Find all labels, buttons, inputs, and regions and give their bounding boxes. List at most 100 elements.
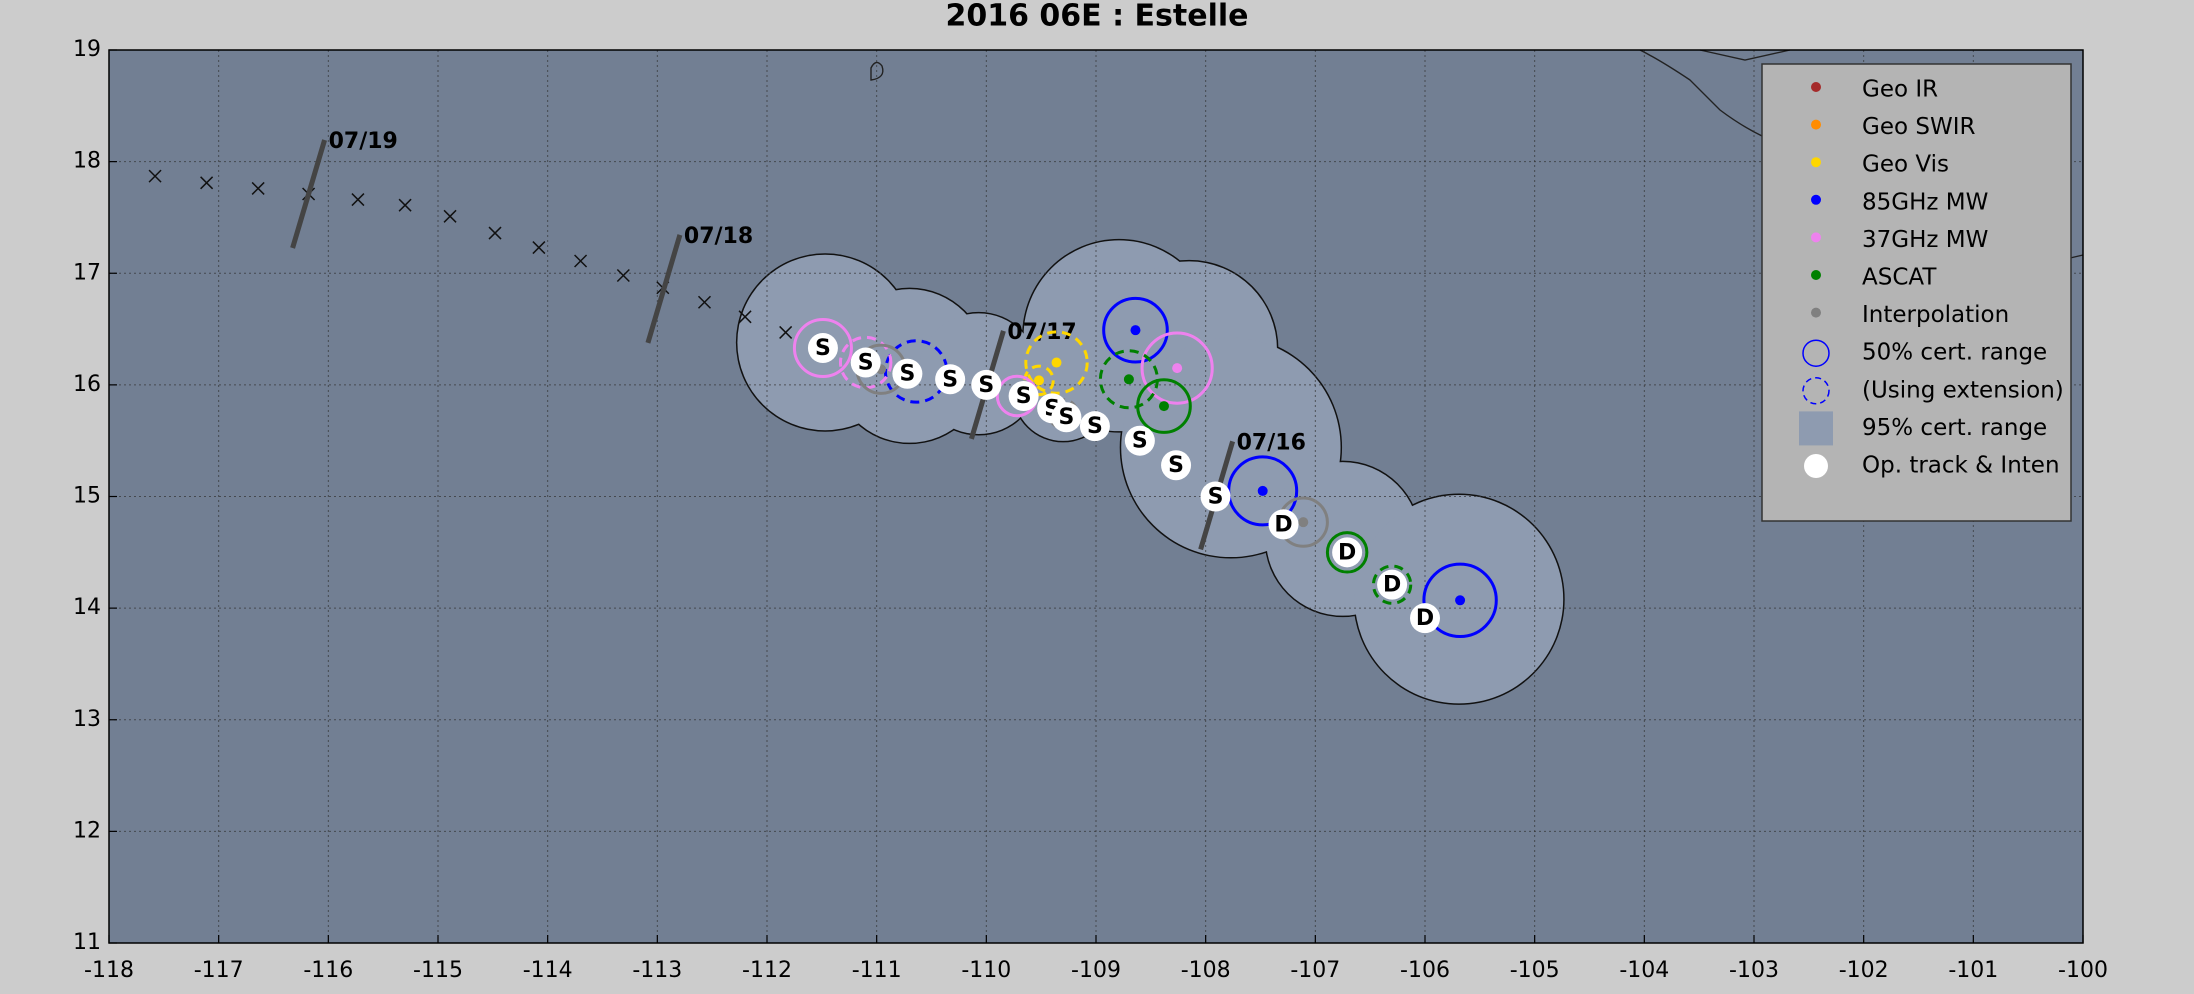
fix-dot <box>1172 363 1183 374</box>
fix-dot <box>1123 374 1134 385</box>
cert-circle <box>838 335 893 390</box>
legend-label: ASCAT <box>1862 265 1937 291</box>
track-mark <box>251 181 265 195</box>
intensity-label: S <box>942 367 958 392</box>
legend-swatch <box>1811 307 1821 318</box>
fix-dot <box>1033 375 1044 386</box>
track-mark <box>697 295 712 309</box>
x-tick-label: -113 <box>632 958 682 983</box>
track-mark <box>488 226 502 240</box>
x-tick-label: -102 <box>1839 958 1889 983</box>
intensity-label: S <box>1132 429 1148 454</box>
date-label: 07/16 <box>1237 430 1306 455</box>
intensity-label: D <box>1383 573 1401 598</box>
fix-dot <box>1158 401 1169 412</box>
x-tick-label: -115 <box>413 958 463 983</box>
track-mark <box>779 325 793 339</box>
date-label: 07/18 <box>684 224 753 249</box>
track-mark <box>443 209 457 223</box>
legend-swatch <box>1811 82 1821 92</box>
cert-circle <box>1136 378 1192 434</box>
cert-circle <box>1325 531 1369 574</box>
y-tick-label: 15 <box>73 484 101 509</box>
op-track-point <box>807 333 838 364</box>
op-track-point <box>1079 411 1110 442</box>
coastline <box>870 61 884 81</box>
y-tick-label: 16 <box>73 372 101 397</box>
intensity-label: D <box>1274 512 1292 537</box>
legend-swatch <box>1802 339 1830 367</box>
x-tick-label: -114 <box>523 958 573 983</box>
cert-circle <box>1140 331 1214 405</box>
track-mark <box>738 310 752 324</box>
chart-title: 2016 06E : Estelle <box>945 0 1248 34</box>
legend-label: (Using extension) <box>1862 377 2064 403</box>
op-track-point <box>1410 603 1440 634</box>
x-tick-label: -116 <box>303 958 353 983</box>
legend-swatch <box>1799 411 1833 446</box>
op-track-point <box>1051 402 1082 433</box>
intensity-label: D <box>1338 540 1356 565</box>
y-tick-label: 18 <box>73 149 101 174</box>
intensity-label: S <box>815 336 831 361</box>
legend-swatch <box>1811 157 1821 168</box>
fix-dot <box>1298 517 1309 528</box>
legend-swatch <box>1804 454 1828 478</box>
track-mark <box>148 169 162 183</box>
x-tick-label: -110 <box>961 958 1011 983</box>
x-tick-label: -108 <box>1181 958 1231 983</box>
x-tick-label: -112 <box>742 958 792 983</box>
track-mark <box>200 176 214 190</box>
op-track-point <box>1161 450 1192 481</box>
x-tick-label: -118 <box>84 958 134 983</box>
op-track-point <box>1124 425 1155 456</box>
legend-swatch <box>1811 232 1821 243</box>
y-tick-label: 11 <box>73 930 101 955</box>
x-tick-label: -103 <box>1729 958 1779 983</box>
y-tick-label: 17 <box>73 260 101 285</box>
y-tick-label: 13 <box>73 707 101 732</box>
track-mark <box>351 193 365 207</box>
x-tick-label: -100 <box>2058 958 2108 983</box>
x-tick-label: -104 <box>1619 958 1669 983</box>
legend-label: 50% cert. range <box>1862 340 2047 366</box>
x-tick-label: -105 <box>1510 958 1560 983</box>
op-track-point <box>1200 481 1231 512</box>
legend-label: 95% cert. range <box>1862 415 2047 441</box>
legend-label: Geo SWIR <box>1862 114 1975 140</box>
fix-dot <box>1051 357 1062 368</box>
cert-circle <box>792 318 853 379</box>
date-label: 07/19 <box>329 129 398 154</box>
intensity-label: S <box>978 373 994 398</box>
cert-circle <box>1371 564 1413 605</box>
legend-swatch <box>1811 194 1821 205</box>
op-track-point <box>935 364 966 395</box>
x-tick-label: -117 <box>194 958 244 983</box>
intensity-label: S <box>1058 405 1074 430</box>
legend-label: Interpolation <box>1862 302 2009 328</box>
intensity-label: S <box>1087 414 1103 439</box>
op-track-point <box>850 347 881 378</box>
plot-frame <box>108 49 2084 944</box>
date-line <box>290 139 327 249</box>
intensity-label: S <box>1208 485 1224 510</box>
legend-label: Geo Vis <box>1862 152 1949 178</box>
date-line <box>645 234 683 344</box>
intensity-label: S <box>899 362 915 387</box>
legend-swatch <box>1811 119 1821 130</box>
fix-dot <box>1257 485 1268 496</box>
op-track-point <box>1332 537 1363 568</box>
track-mark <box>574 254 588 268</box>
x-tick-label: -107 <box>1290 958 1340 983</box>
op-track-point <box>1268 509 1299 540</box>
y-tick-label: 14 <box>73 595 101 620</box>
legend-label: 85GHz MW <box>1862 189 1988 215</box>
op-track-point <box>892 358 923 389</box>
x-tick-label: -106 <box>1400 958 1450 983</box>
track-mark <box>532 241 546 255</box>
legend-swatch <box>1811 270 1821 280</box>
x-tick-label: -101 <box>1948 958 1998 983</box>
cert-circle <box>1024 330 1089 395</box>
legend-swatch <box>1802 377 1830 405</box>
intensity-label: D <box>1416 606 1434 631</box>
